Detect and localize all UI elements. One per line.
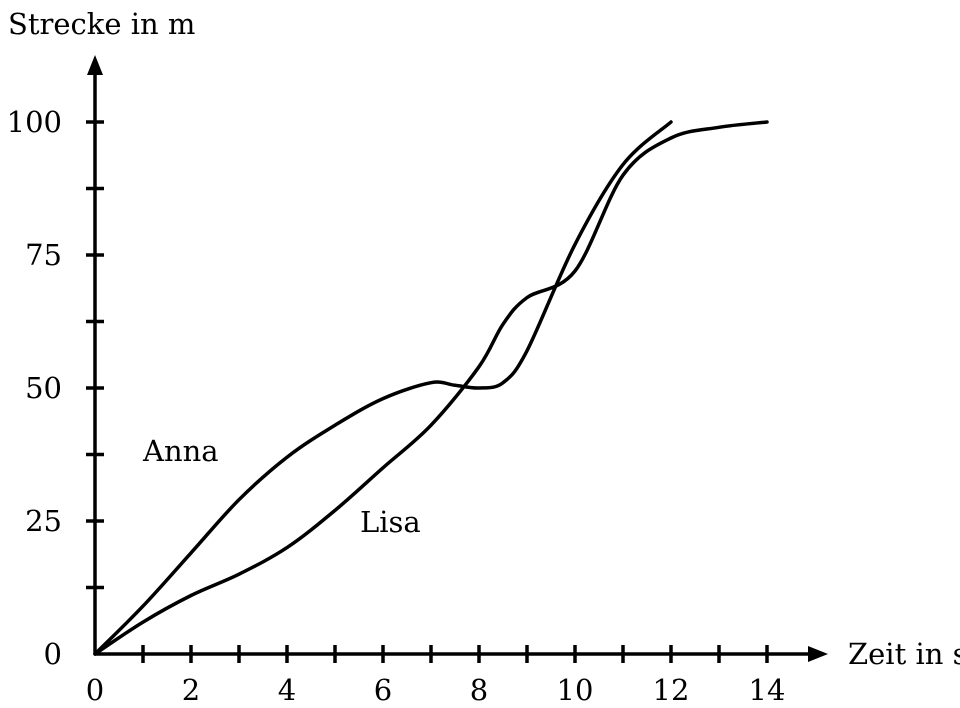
x-axis-arrowhead — [808, 646, 828, 662]
y-axis-title: Strecke in m — [8, 7, 195, 41]
series-line-lisa — [93, 120, 769, 656]
series-label-anna: Anna — [142, 434, 219, 468]
x-axis-title: Zeit in s — [848, 637, 960, 671]
series-line-anna — [93, 120, 673, 656]
y-tick-label: 0 — [44, 637, 62, 671]
y-tick-label: 75 — [25, 238, 62, 272]
x-tick-label: 8 — [470, 673, 488, 707]
x-tick-label: 14 — [749, 673, 786, 707]
x-tick-label: 10 — [557, 673, 594, 707]
series-label-lisa: Lisa — [360, 505, 421, 539]
axis-ticks — [86, 120, 769, 663]
series-lines — [93, 120, 769, 656]
x-tick-label: 12 — [653, 673, 690, 707]
y-tick-label: 100 — [7, 105, 62, 139]
x-tick-label: 2 — [182, 673, 200, 707]
tick-labels: 0 2 4 6 8 10 12 14 0 25 50 75 100 — [7, 105, 786, 707]
x-tick-label: 0 — [86, 673, 104, 707]
y-axis-arrowhead — [87, 55, 103, 75]
x-tick-label: 4 — [278, 673, 296, 707]
y-tick-label: 25 — [25, 504, 62, 538]
y-tick-label: 50 — [25, 371, 62, 405]
x-tick-label: 6 — [374, 673, 392, 707]
